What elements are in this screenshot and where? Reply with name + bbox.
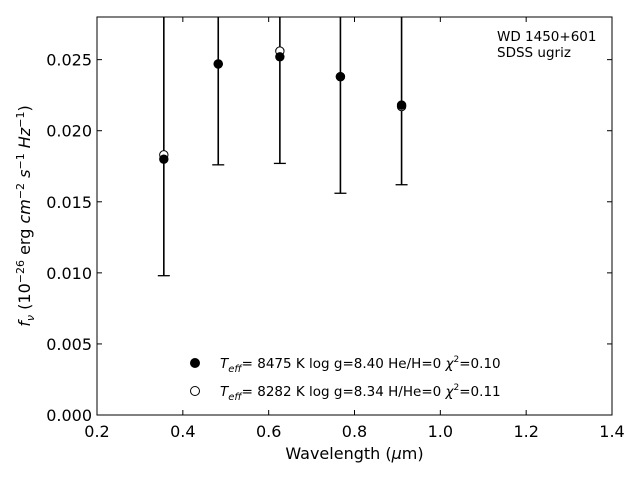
y-tick-label: 0.000 <box>46 406 92 425</box>
x-tick-label: 1.2 <box>513 422 538 441</box>
y-tick-label: 0.005 <box>46 335 92 354</box>
chart-marks <box>157 17 408 277</box>
observed-point <box>159 154 169 164</box>
legend: Teff= 8475 K log g=8.40 He/H=0 χ2=0.10 T… <box>190 355 501 403</box>
y-axis-label: fν (10−26 erg cm−2 s−1 Hz−1) <box>14 105 37 326</box>
y-tick-label: 0.020 <box>46 122 92 141</box>
legend-entry-2: Teff= 8282 K log g=8.34 H/He=0 χ2=0.11 <box>220 383 501 403</box>
x-tick-label: 0.6 <box>256 422 281 441</box>
axis-ticks: 0.2 0.4 0.6 0.8 1.0 1.2 1.4 0.000 0.005 0.010 0.01… <box>46 17 625 441</box>
y-tick-label: 0.010 <box>46 264 92 283</box>
x-tick-label: 0.8 <box>342 422 367 441</box>
y-tick-label: 0.015 <box>46 193 92 212</box>
observed-point <box>275 52 285 62</box>
observed-point <box>213 59 223 69</box>
plot-area <box>96 16 613 416</box>
x-tick-label: 1.4 <box>599 422 624 441</box>
legend-marker-filled <box>190 358 200 368</box>
annotation-object: WD 1450+601 <box>497 29 596 45</box>
legend-entry-1: Teff= 8475 K log g=8.40 He/H=0 χ2=0.10 <box>220 355 501 375</box>
observed-point <box>396 100 407 110</box>
annotation-survey: SDSS ugriz <box>497 45 571 61</box>
x-tick-label: 1.0 <box>428 422 453 441</box>
x-tick-label: 0.2 <box>84 422 109 441</box>
x-tick-label: 0.4 <box>170 422 195 441</box>
observed-point <box>335 72 346 82</box>
y-tick-label: 0.025 <box>46 51 92 70</box>
x-axis-label: Wavelength (μm) <box>285 444 423 463</box>
legend-marker-open <box>190 386 200 396</box>
